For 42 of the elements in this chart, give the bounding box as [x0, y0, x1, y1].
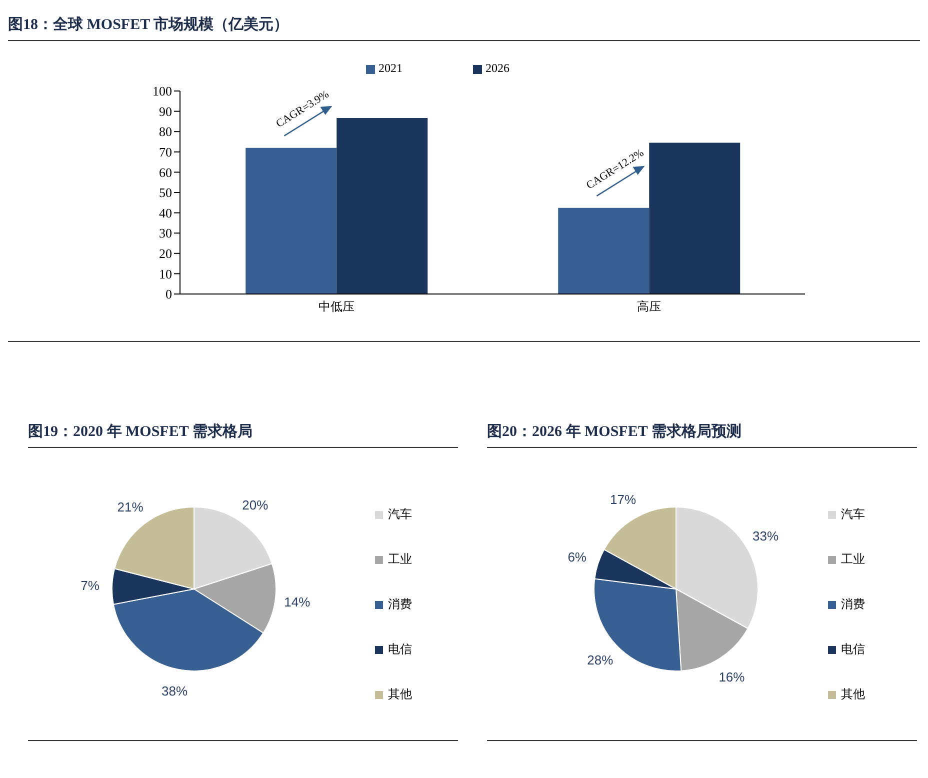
data-label: 20%: [242, 497, 269, 512]
y-tick-label: 80: [159, 124, 172, 140]
y-tick-label: 70: [159, 144, 172, 160]
data-label: 28%: [587, 652, 614, 668]
y-tick-label: 20: [159, 246, 172, 262]
data-label: 21%: [117, 499, 144, 514]
legend-label: 2026: [486, 61, 510, 75]
y-tick-label: 10: [159, 266, 172, 282]
y-tick-label: 90: [159, 104, 172, 119]
legend-label: 汽车: [841, 506, 865, 523]
legend-label: 其他: [388, 686, 412, 703]
x-tick-label: 中低压: [318, 300, 354, 314]
x-tick-label: 高压: [636, 300, 661, 314]
data-label: 33%: [752, 528, 779, 544]
legend-label: 其他: [841, 686, 865, 703]
legend-label: 电信: [388, 641, 412, 658]
data-label: 38%: [161, 684, 188, 699]
legend-label: 工业: [841, 551, 865, 568]
y-tick-label: 30: [159, 226, 172, 241]
chart-title: 图20：2026 年 MOSFET 需求格局预测: [487, 422, 742, 440]
y-tick-label: 40: [159, 205, 172, 220]
bar: [649, 142, 740, 294]
bar: [558, 208, 650, 294]
data-label: 16%: [718, 669, 746, 684]
legend-label: 电信: [841, 641, 865, 658]
data-label: 7%: [80, 578, 100, 594]
chart-title: 图19：2020 年 MOSFET 需求格局: [28, 422, 252, 440]
legend-label: 工业: [388, 551, 412, 568]
data-label: 14%: [284, 594, 311, 610]
y-tick-label: 50: [159, 185, 172, 200]
y-tick-label: 0: [166, 286, 172, 302]
chart-title: 图18：全球 MOSFET 市场规模（亿美元）: [8, 14, 289, 34]
legend-label: 消费: [841, 596, 865, 613]
y-tick-label: 60: [159, 164, 172, 180]
data-label: 17%: [610, 492, 637, 507]
y-tick-label: 100: [152, 84, 172, 99]
data-label: 6%: [568, 549, 587, 564]
legend-label: 消费: [388, 596, 412, 613]
bar: [336, 118, 428, 294]
bar: [246, 148, 337, 294]
legend-label: 2021: [378, 61, 402, 75]
legend-label: 汽车: [388, 506, 412, 523]
